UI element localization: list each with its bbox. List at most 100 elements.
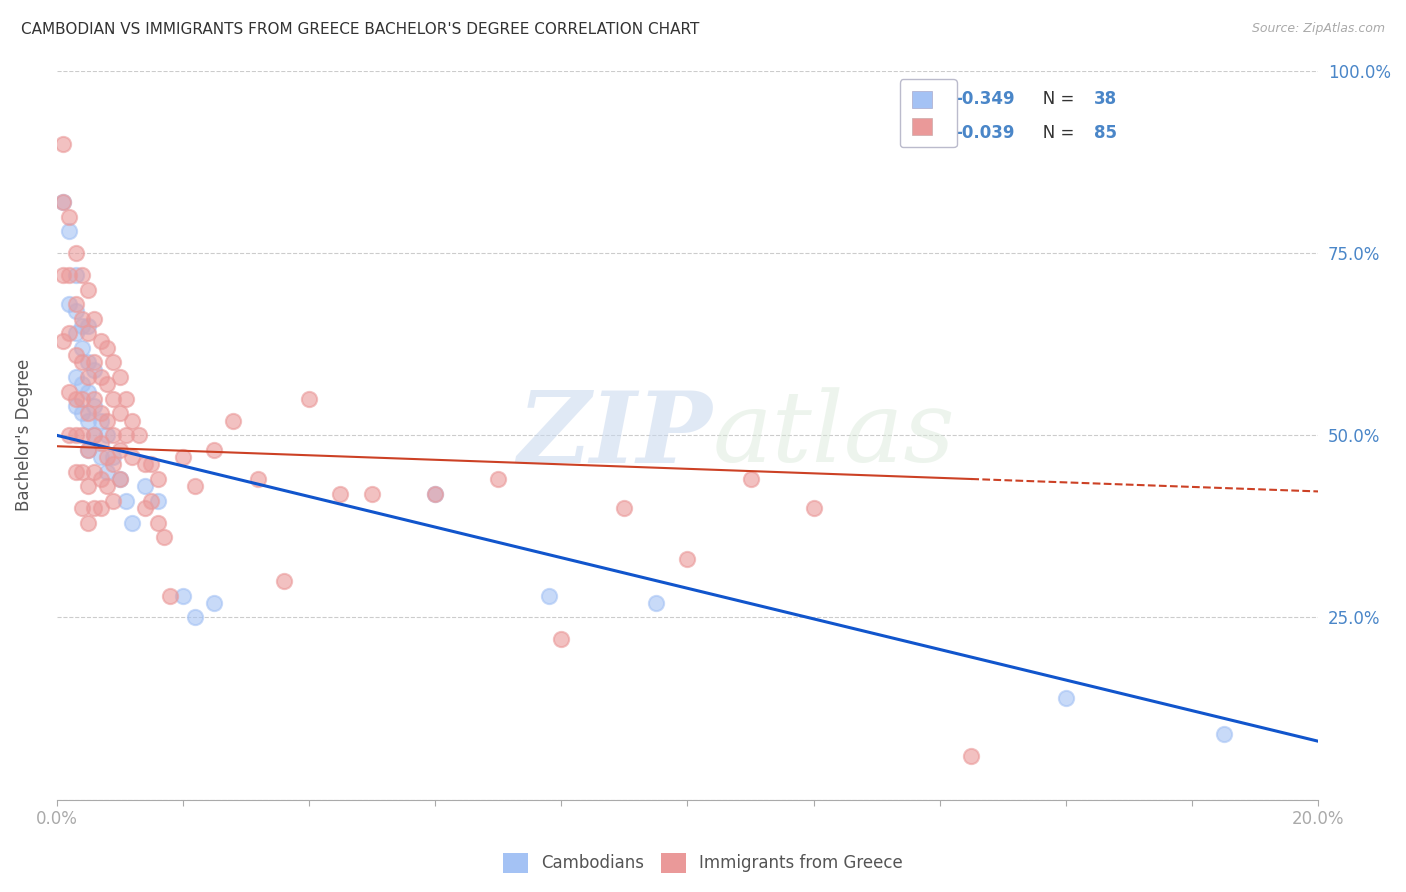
Point [65, 465, 87, 479]
Point [486, 472, 509, 486]
Point [121, 516, 143, 530]
Point [172, 450, 194, 464]
Point [423, 486, 446, 500]
Point [77, 516, 100, 530]
Point [96, 465, 118, 479]
Point [108, 406, 131, 420]
Point [70, 465, 93, 479]
Point [90, 435, 112, 450]
Point [83, 428, 105, 442]
Point [90, 450, 112, 464]
Point [159, 589, 181, 603]
Point [65, 304, 87, 318]
Point [128, 428, 150, 442]
Point [613, 501, 636, 516]
Point [58, 210, 80, 224]
Point [77, 370, 100, 384]
Point [65, 399, 87, 413]
Legend: , : , [900, 79, 956, 147]
Point [65, 370, 87, 384]
Point [103, 458, 125, 472]
Point [184, 479, 207, 493]
Text: CAMBODIAN VS IMMIGRANTS FROM GREECE BACHELOR'S DEGREE CORRELATION CHART: CAMBODIAN VS IMMIGRANTS FROM GREECE BACH… [21, 22, 699, 37]
Point [65, 297, 87, 311]
Point [70, 318, 93, 333]
Text: atlas: atlas [713, 388, 956, 483]
Point [108, 442, 131, 457]
Point [83, 392, 105, 406]
Point [65, 326, 87, 341]
Point [70, 501, 93, 516]
Point [90, 370, 112, 384]
Point [134, 479, 156, 493]
Point [103, 392, 125, 406]
Text: 85: 85 [1094, 124, 1118, 142]
Point [134, 458, 156, 472]
Point [65, 392, 87, 406]
Point [83, 399, 105, 413]
Point [676, 552, 699, 566]
Point [202, 442, 225, 457]
Point [146, 516, 169, 530]
Point [103, 450, 125, 464]
Point [1054, 690, 1077, 705]
Point [65, 246, 87, 260]
Point [77, 283, 100, 297]
Point [202, 596, 225, 610]
Point [70, 377, 93, 392]
Point [65, 268, 87, 282]
Point [550, 632, 572, 647]
Point [77, 442, 100, 457]
Point [329, 486, 352, 500]
Point [70, 428, 93, 442]
Point [83, 465, 105, 479]
Point [52, 268, 75, 282]
Point [96, 450, 118, 464]
Point [70, 268, 93, 282]
Point [740, 472, 762, 486]
Point [273, 574, 295, 588]
Point [83, 501, 105, 516]
Text: R =: R = [907, 90, 943, 108]
Point [70, 341, 93, 355]
Point [115, 392, 138, 406]
Point [52, 136, 75, 151]
Point [184, 610, 207, 624]
Legend: Cambodians, Immigrants from Greece: Cambodians, Immigrants from Greece [496, 847, 910, 880]
Point [77, 406, 100, 420]
Point [90, 406, 112, 420]
Point [52, 195, 75, 210]
Point [58, 224, 80, 238]
Point [77, 326, 100, 341]
Point [90, 414, 112, 428]
Point [960, 748, 983, 763]
Point [83, 428, 105, 442]
Point [153, 530, 176, 544]
Text: -0.039: -0.039 [956, 124, 1015, 142]
Point [83, 355, 105, 369]
Point [96, 479, 118, 493]
Point [108, 370, 131, 384]
Point [115, 493, 138, 508]
Point [141, 458, 163, 472]
Point [77, 479, 100, 493]
Point [803, 501, 825, 516]
Point [134, 501, 156, 516]
Point [103, 428, 125, 442]
Point [58, 428, 80, 442]
Point [65, 348, 87, 362]
Point [96, 414, 118, 428]
Point [247, 472, 270, 486]
Point [70, 392, 93, 406]
Point [52, 334, 75, 348]
Point [83, 362, 105, 376]
Text: ZIP: ZIP [517, 387, 713, 483]
Point [1212, 727, 1234, 741]
Point [77, 318, 100, 333]
Point [83, 311, 105, 326]
Point [70, 355, 93, 369]
Text: Source: ZipAtlas.com: Source: ZipAtlas.com [1251, 22, 1385, 36]
Point [645, 596, 668, 610]
Point [222, 414, 245, 428]
Point [52, 195, 75, 210]
